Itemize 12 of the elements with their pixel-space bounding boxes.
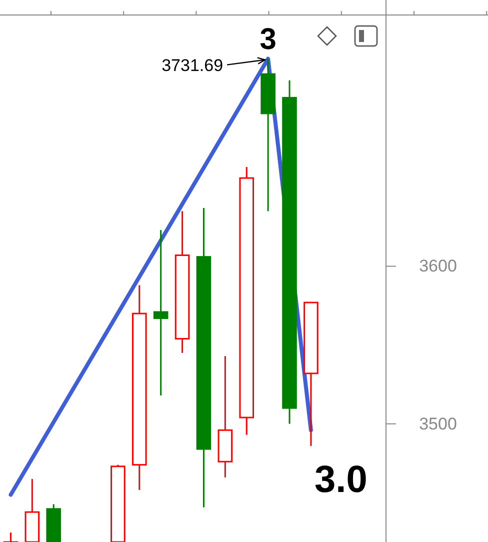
candlestick	[196, 207, 212, 508]
candlestick	[218, 355, 233, 478]
y-tick-label: 3600	[419, 256, 457, 276]
candlestick	[282, 80, 297, 425]
candlestick	[153, 229, 168, 396]
annotation: 3731.69	[162, 56, 224, 75]
candlestick	[132, 284, 147, 491]
y-tick-label: 3500	[419, 414, 457, 434]
candlestick	[239, 166, 254, 436]
candlestick	[174, 210, 190, 354]
annotation: 3.0	[314, 459, 368, 502]
annotation: 3	[260, 22, 276, 56]
